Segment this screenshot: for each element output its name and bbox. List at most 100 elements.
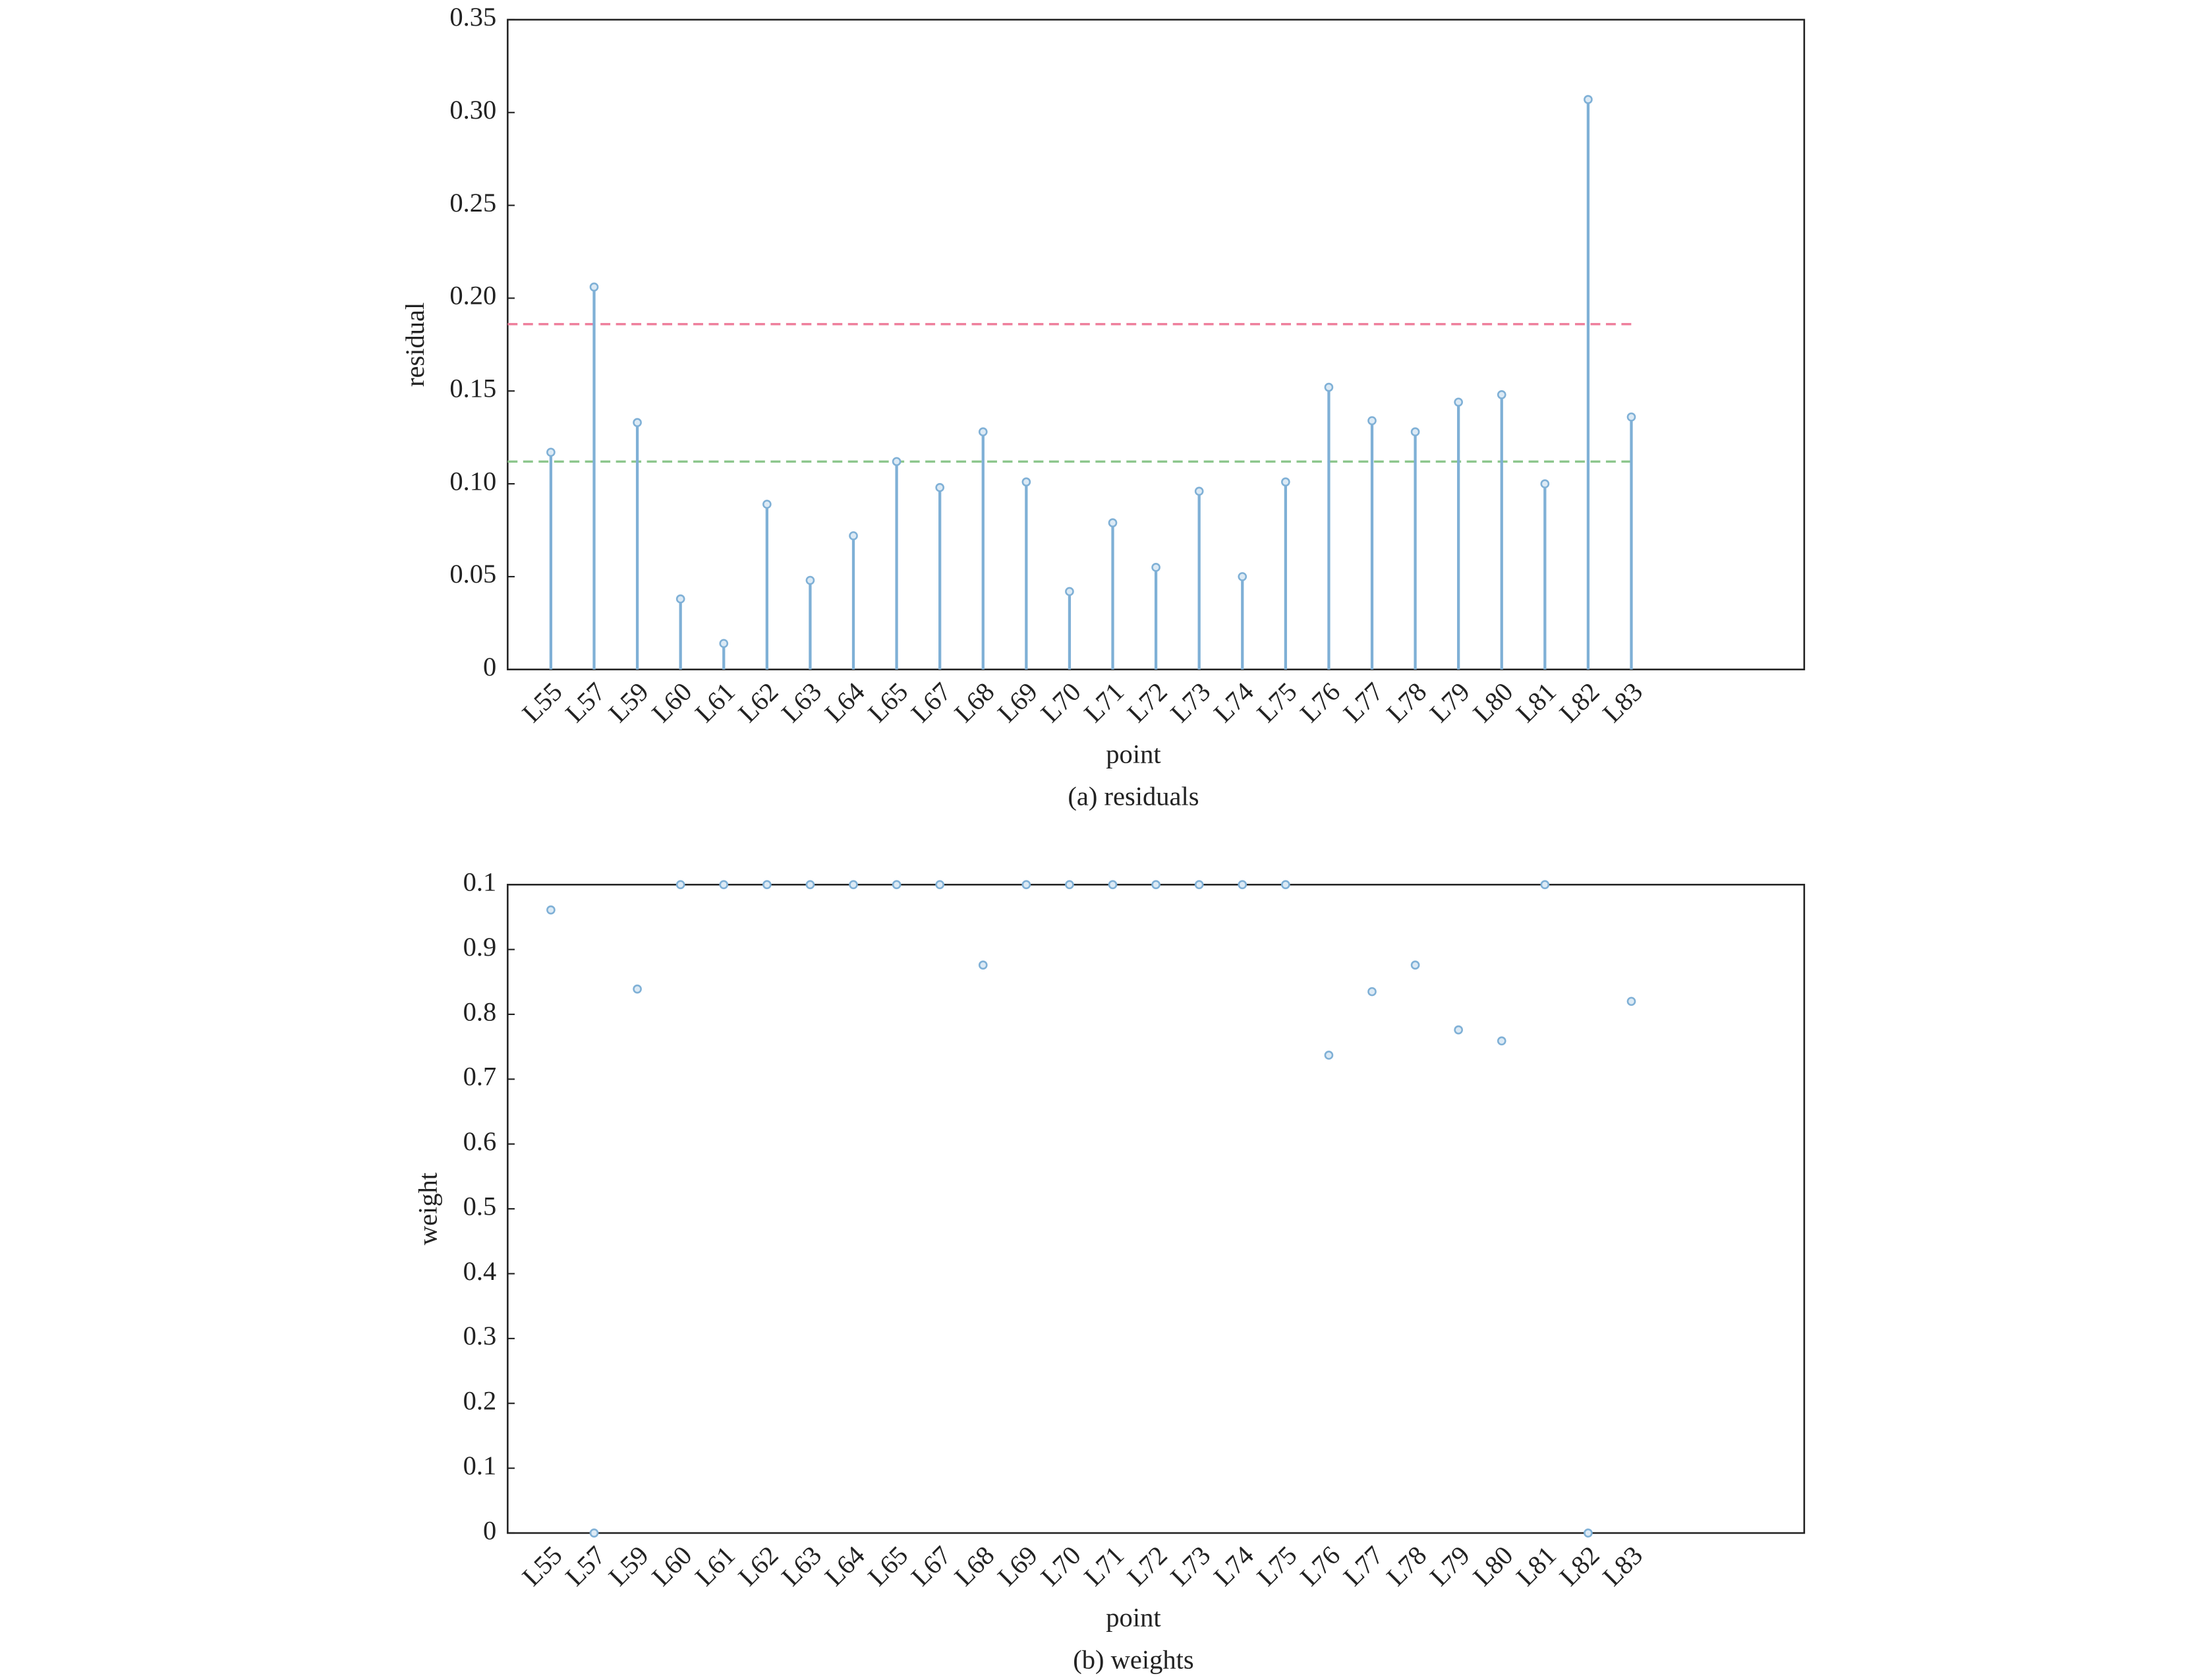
marker bbox=[675, 594, 685, 604]
marker bbox=[805, 575, 815, 585]
marker bbox=[978, 960, 988, 970]
x-tick-label: L68 bbox=[949, 677, 1000, 728]
x-tick-label: L82 bbox=[1554, 677, 1605, 728]
x-tick-label: L80 bbox=[1468, 1540, 1519, 1592]
marker bbox=[1151, 880, 1160, 890]
y-tick-label: 0.9 bbox=[463, 932, 497, 962]
y-tick-label: 0 bbox=[483, 652, 496, 681]
x-tick-label: L70 bbox=[1035, 1540, 1087, 1592]
marker bbox=[1238, 880, 1247, 890]
x-tick-label: L71 bbox=[1078, 1540, 1130, 1592]
marker bbox=[589, 1528, 599, 1538]
marker bbox=[633, 418, 642, 427]
marker bbox=[978, 427, 988, 437]
x-tick-label: L64 bbox=[819, 677, 871, 728]
x-tick-label: L61 bbox=[689, 677, 741, 728]
y-tick-label: 0.6 bbox=[463, 1126, 497, 1156]
marker bbox=[1454, 397, 1463, 407]
y-tick-label: 0.4 bbox=[463, 1256, 497, 1286]
marker bbox=[1497, 390, 1506, 399]
y-tick-label: 0.1 bbox=[463, 867, 497, 897]
x-tick-label: L65 bbox=[862, 677, 913, 728]
marker bbox=[805, 880, 815, 890]
x-tick-label: L77 bbox=[1338, 1540, 1389, 1592]
x-tick-label: L55 bbox=[517, 1540, 568, 1592]
x-tick-label: L75 bbox=[1251, 677, 1303, 728]
x-tick-label: L76 bbox=[1294, 677, 1346, 728]
marker bbox=[1324, 1051, 1334, 1060]
x-tick-label: L79 bbox=[1424, 1540, 1475, 1592]
x-tick-label: L76 bbox=[1294, 1540, 1346, 1592]
x-tick-label: L59 bbox=[603, 677, 654, 728]
marker bbox=[849, 880, 858, 890]
marker bbox=[1194, 486, 1204, 496]
y-tick-label: 0.20 bbox=[449, 281, 496, 310]
marker bbox=[935, 482, 945, 492]
x-tick-label: L73 bbox=[1164, 677, 1216, 728]
marker bbox=[935, 880, 945, 890]
marker bbox=[1626, 412, 1636, 422]
y-tick-label: 0.5 bbox=[463, 1191, 497, 1221]
marker bbox=[762, 500, 772, 509]
x-tick-label: L72 bbox=[1122, 677, 1173, 728]
marker bbox=[892, 880, 902, 890]
x-tick-label: L55 bbox=[517, 677, 568, 728]
caption: (a) residuals bbox=[1068, 781, 1199, 811]
marker bbox=[1497, 1036, 1506, 1046]
marker bbox=[546, 448, 556, 457]
x-tick-label: L67 bbox=[905, 1540, 957, 1592]
x-tick-label: L62 bbox=[733, 1540, 784, 1592]
marker bbox=[1194, 880, 1204, 890]
y-tick-label: 0.7 bbox=[463, 1062, 497, 1091]
x-tick-label: L57 bbox=[559, 1540, 611, 1592]
marker bbox=[633, 984, 642, 994]
marker bbox=[546, 905, 556, 915]
marker bbox=[1367, 416, 1377, 426]
marker bbox=[1108, 880, 1118, 890]
marker bbox=[1454, 1025, 1463, 1035]
marker bbox=[1367, 987, 1377, 997]
marker bbox=[1065, 880, 1074, 890]
x-tick-label: L60 bbox=[646, 677, 697, 728]
y-tick-label: 0.30 bbox=[449, 95, 496, 125]
x-tick-label: L60 bbox=[646, 1540, 697, 1592]
x-tick-label: L62 bbox=[733, 677, 784, 728]
x-tick-label: L63 bbox=[776, 677, 827, 728]
marker bbox=[1021, 880, 1031, 890]
x-tick-label: L70 bbox=[1035, 677, 1087, 728]
marker bbox=[1281, 880, 1290, 890]
x-tick-label: L68 bbox=[949, 1540, 1000, 1592]
x-axis-label: point bbox=[1106, 739, 1161, 768]
y-tick-label: 0.05 bbox=[449, 559, 496, 589]
x-tick-label: L82 bbox=[1554, 1540, 1605, 1592]
x-tick-label: L81 bbox=[1510, 677, 1562, 728]
x-tick-label: L80 bbox=[1468, 677, 1519, 728]
marker bbox=[762, 880, 772, 890]
x-tick-label: L78 bbox=[1381, 1540, 1432, 1592]
x-tick-label: L65 bbox=[862, 1540, 913, 1592]
marker bbox=[1410, 427, 1420, 437]
x-tick-label: L59 bbox=[603, 1540, 654, 1592]
x-tick-label: L73 bbox=[1164, 1540, 1216, 1592]
y-tick-label: 0.15 bbox=[449, 374, 496, 403]
marker bbox=[1540, 880, 1550, 890]
marker bbox=[849, 531, 858, 540]
y-tick-label: 0 bbox=[483, 1515, 496, 1545]
marker bbox=[1324, 382, 1334, 392]
x-tick-label: L75 bbox=[1251, 1540, 1303, 1592]
y-tick-label: 0.3 bbox=[463, 1321, 497, 1350]
marker bbox=[1108, 518, 1118, 528]
x-tick-label: L69 bbox=[992, 677, 1043, 728]
y-tick-label: 0.25 bbox=[449, 188, 496, 217]
y-axis-label: weight bbox=[413, 1172, 442, 1245]
y-tick-label: 0.8 bbox=[463, 997, 497, 1026]
marker bbox=[1238, 572, 1247, 581]
x-tick-label: L72 bbox=[1122, 1540, 1173, 1592]
x-tick-label: L83 bbox=[1597, 677, 1648, 728]
x-axis-label: point bbox=[1106, 1603, 1161, 1633]
marker bbox=[719, 880, 729, 890]
marker bbox=[1584, 1528, 1593, 1538]
marker bbox=[1540, 479, 1550, 488]
x-tick-label: L78 bbox=[1381, 677, 1432, 728]
